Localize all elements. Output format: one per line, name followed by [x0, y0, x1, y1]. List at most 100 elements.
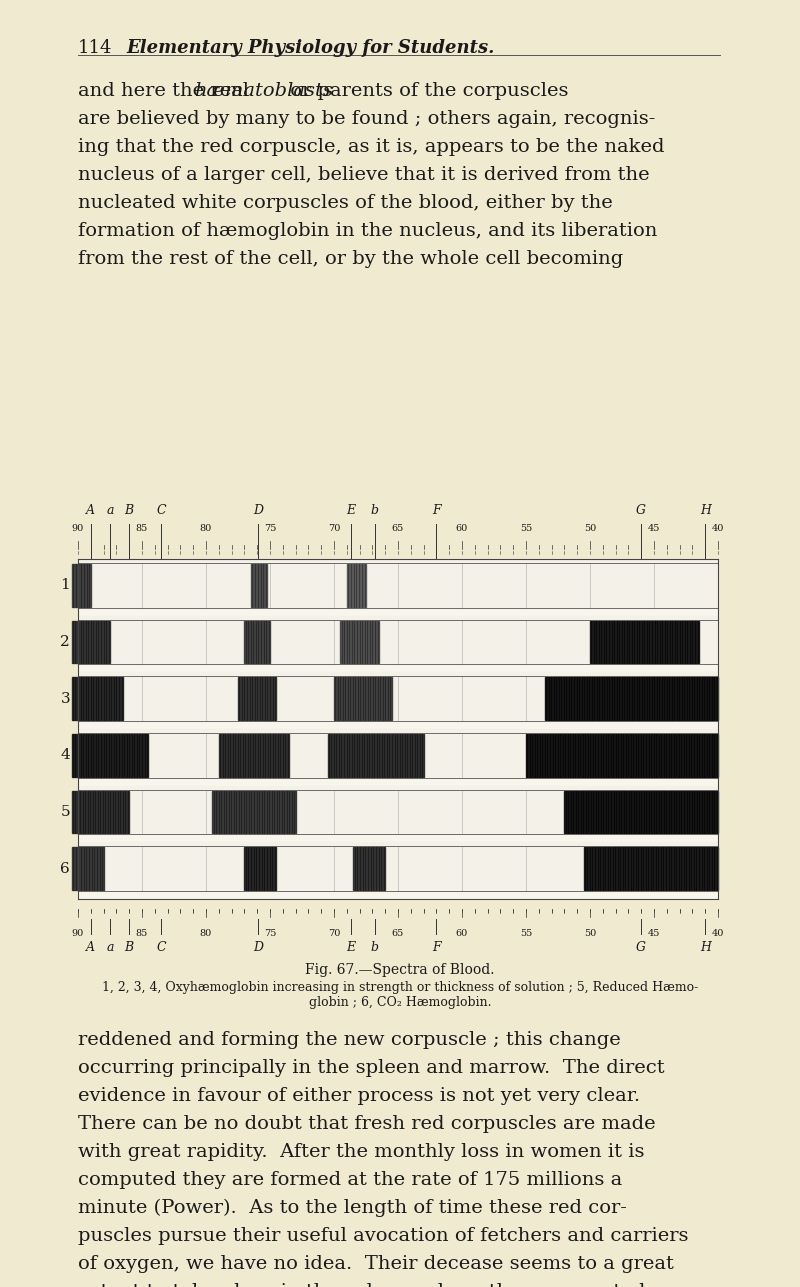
Text: 5: 5 — [60, 804, 70, 819]
Text: evidence in favour of either process is not yet very clear.: evidence in favour of either process is … — [78, 1088, 640, 1106]
Text: 40: 40 — [712, 524, 724, 533]
Text: reddened and forming the new corpuscle ; this change: reddened and forming the new corpuscle ;… — [78, 1031, 621, 1049]
Bar — [251, 564, 267, 606]
Text: G: G — [636, 941, 646, 954]
Bar — [347, 564, 366, 606]
Text: 80: 80 — [200, 524, 212, 533]
Text: A: A — [86, 941, 95, 954]
Text: with great rapidity.  After the monthly loss in women it is: with great rapidity. After the monthly l… — [78, 1143, 645, 1161]
Text: hæmatoblasts: hæmatoblasts — [194, 82, 333, 100]
Text: 1, 2, 3, 4, Oxyhæmoglobin increasing in strength or thickness of solution ; 5, R: 1, 2, 3, 4, Oxyhæmoglobin increasing in … — [102, 981, 698, 994]
Bar — [78, 842, 718, 891]
Text: ing that the red corpuscle, as it is, appears to be the naked: ing that the red corpuscle, as it is, ap… — [78, 138, 665, 156]
Bar — [78, 785, 718, 834]
Text: 90: 90 — [72, 524, 84, 533]
Text: are believed by many to be found ; others again, recognis-: are believed by many to be found ; other… — [78, 109, 655, 127]
Bar — [72, 847, 104, 891]
Text: 60: 60 — [456, 524, 468, 533]
Text: 80: 80 — [200, 929, 212, 938]
Text: puscles pursue their useful avocation of fetchers and carriers: puscles pursue their useful avocation of… — [78, 1227, 689, 1245]
Text: H: H — [700, 941, 710, 954]
Text: 85: 85 — [136, 524, 148, 533]
Text: Fig. 67.—Spectra of Blood.: Fig. 67.—Spectra of Blood. — [306, 963, 494, 977]
Text: formation of hæmoglobin in the nucleus, and its liberation: formation of hæmoglobin in the nucleus, … — [78, 221, 658, 239]
Text: a: a — [106, 505, 114, 517]
Text: G: G — [636, 505, 646, 517]
Text: 114: 114 — [78, 39, 112, 57]
Bar — [341, 620, 379, 663]
Text: 1: 1 — [60, 578, 70, 592]
Bar — [328, 734, 424, 776]
Text: 55: 55 — [520, 524, 532, 533]
Text: C: C — [156, 941, 166, 954]
Text: 70: 70 — [328, 524, 340, 533]
Bar — [590, 620, 699, 663]
Bar — [78, 559, 718, 607]
Text: and here the real: and here the real — [78, 82, 255, 100]
Bar — [245, 847, 277, 891]
Text: 3: 3 — [60, 691, 70, 705]
Bar — [72, 564, 91, 606]
Bar — [78, 672, 718, 721]
Bar — [334, 677, 392, 719]
Text: b: b — [371, 505, 379, 517]
Text: 4: 4 — [60, 748, 70, 762]
Text: of oxygen, we have no idea.  Their decease seems to a great: of oxygen, we have no idea. Their deceas… — [78, 1255, 674, 1273]
Text: 45: 45 — [648, 524, 660, 533]
Text: D: D — [254, 941, 263, 954]
Text: globin ; 6, CO₂ Hæmoglobin.: globin ; 6, CO₂ Hæmoglobin. — [309, 996, 491, 1009]
Bar — [526, 734, 718, 776]
Text: 70: 70 — [328, 929, 340, 938]
Bar — [219, 734, 290, 776]
Text: 40: 40 — [712, 929, 724, 938]
Text: or parents of the corpuscles: or parents of the corpuscles — [284, 82, 569, 100]
Text: H: H — [700, 505, 710, 517]
Bar — [72, 677, 123, 719]
Bar — [245, 620, 270, 663]
Text: Elementary Physiology for Students.: Elementary Physiology for Students. — [126, 39, 494, 57]
Text: computed they are formed at the rate of 175 millions a: computed they are formed at the rate of … — [78, 1171, 622, 1189]
Text: B: B — [125, 505, 134, 517]
Bar — [78, 559, 718, 900]
Text: 65: 65 — [392, 929, 404, 938]
Text: 60: 60 — [456, 929, 468, 938]
Bar — [72, 790, 129, 834]
Text: a: a — [106, 941, 114, 954]
Bar — [72, 620, 110, 663]
Text: B: B — [125, 941, 134, 954]
Text: C: C — [156, 505, 166, 517]
Bar — [238, 677, 277, 719]
Bar — [546, 677, 718, 719]
Text: A: A — [86, 505, 95, 517]
Text: 65: 65 — [392, 524, 404, 533]
Text: 90: 90 — [72, 929, 84, 938]
Text: 75: 75 — [264, 524, 276, 533]
Text: 50: 50 — [584, 524, 596, 533]
Text: 85: 85 — [136, 929, 148, 938]
Text: E: E — [346, 505, 355, 517]
Text: F: F — [432, 941, 441, 954]
Text: 55: 55 — [520, 929, 532, 938]
Text: F: F — [432, 505, 441, 517]
Text: extent to take place in the spleen, where they appear to be: extent to take place in the spleen, wher… — [78, 1283, 663, 1287]
Bar — [584, 847, 718, 891]
Text: occurring principally in the spleen and marrow.  The direct: occurring principally in the spleen and … — [78, 1059, 665, 1077]
Bar — [78, 615, 718, 664]
Text: b: b — [371, 941, 379, 954]
Text: 2: 2 — [60, 634, 70, 649]
Text: 6: 6 — [60, 862, 70, 875]
Text: 45: 45 — [648, 929, 660, 938]
Text: There can be no doubt that fresh red corpuscles are made: There can be no doubt that fresh red cor… — [78, 1115, 656, 1133]
Text: D: D — [254, 505, 263, 517]
Bar — [565, 790, 718, 834]
Text: 75: 75 — [264, 929, 276, 938]
Text: E: E — [346, 941, 355, 954]
Bar — [354, 847, 386, 891]
Text: from the rest of the cell, or by the whole cell becoming: from the rest of the cell, or by the who… — [78, 250, 623, 268]
Text: minute (Power).  As to the length of time these red cor-: minute (Power). As to the length of time… — [78, 1199, 627, 1218]
Bar — [78, 728, 718, 777]
Text: nucleus of a larger cell, believe that it is derived from the: nucleus of a larger cell, believe that i… — [78, 166, 650, 184]
Bar — [213, 790, 296, 834]
Bar — [72, 734, 149, 776]
Text: nucleated white corpuscles of the blood, either by the: nucleated white corpuscles of the blood,… — [78, 194, 613, 212]
